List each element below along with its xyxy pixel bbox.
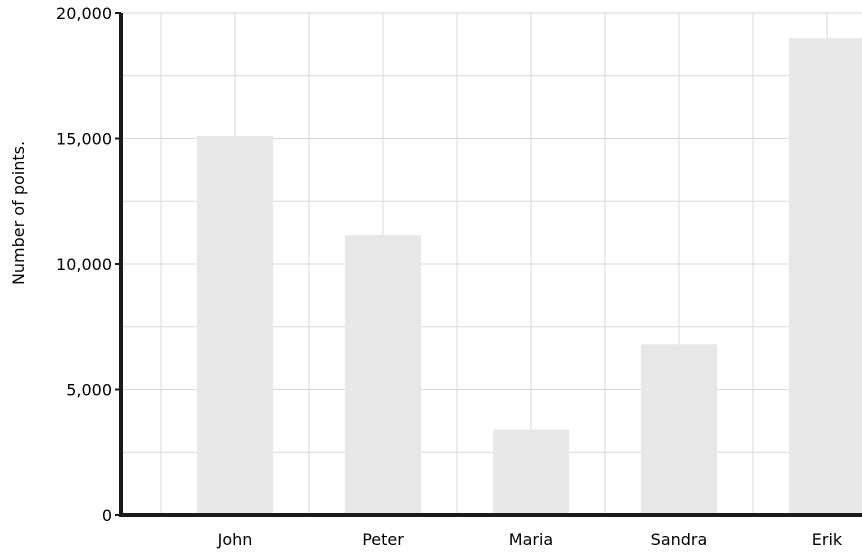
bar-sandra <box>641 344 717 515</box>
x-tick-label-maria: Maria <box>509 530 553 549</box>
y-tick-label: 10,000 <box>56 255 112 274</box>
y-tick-label: 15,000 <box>56 130 112 149</box>
y-tick-label: 5,000 <box>66 381 112 400</box>
x-tick-label-john: John <box>217 530 253 549</box>
bars <box>197 38 862 516</box>
bar-peter <box>345 235 421 515</box>
bar-john <box>197 135 273 516</box>
x-tick-label-erik: Erik <box>812 530 843 549</box>
x-tick-label-sandra: Sandra <box>651 530 708 549</box>
bar-erik <box>789 38 862 515</box>
bar-maria <box>493 429 569 515</box>
x-tick-label-peter: Peter <box>362 530 404 549</box>
labels: 0 5,000 10,000 15,000 20,000 John Peter Maria Sa… <box>56 4 843 549</box>
y-tick-label: 20,000 <box>56 4 112 23</box>
y-axis-title: Number of points. <box>9 141 28 285</box>
y-tick-label: 0 <box>102 506 112 525</box>
axes <box>115 12 862 517</box>
